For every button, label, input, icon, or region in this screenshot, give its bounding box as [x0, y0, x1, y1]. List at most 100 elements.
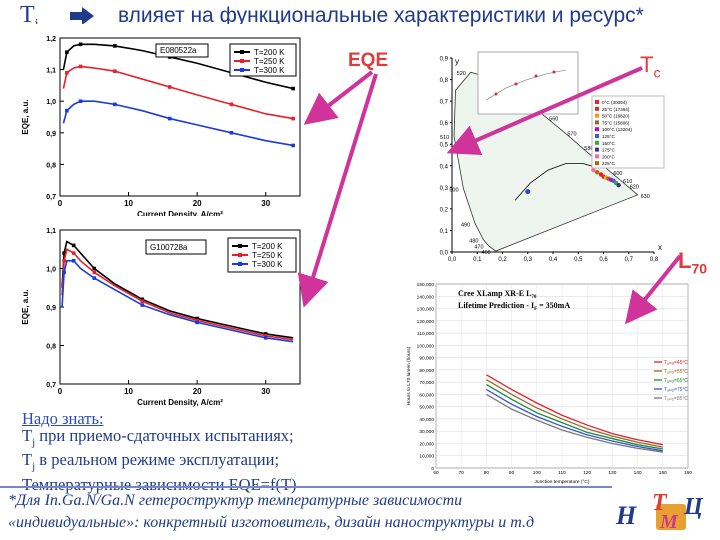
- x-axis-label: Current Density, A/cm²: [137, 398, 223, 407]
- series-point: [195, 318, 199, 323]
- eqe-chart-bottom: 0,7 0,8 0,9 1,0 1,1 0 10 20 30 Current Density, A…: [18, 216, 308, 408]
- inset-point: [534, 74, 538, 78]
- eqe-chart-top: 0,7 0,8 0,9 1,0 1,1 1,2 0 10 20 30 Current Density…: [18, 24, 308, 220]
- inset-point: [494, 92, 498, 96]
- cie-legend-marker: [595, 147, 599, 152]
- arrow-eqe-bottom: [297, 73, 378, 308]
- locus-label: 490: [461, 222, 470, 228]
- y-tick-label: 140,000: [417, 294, 435, 300]
- cie-legend-marker: [595, 127, 599, 132]
- x-tick-label: 20: [193, 199, 202, 208]
- series-point: [113, 69, 117, 73]
- y-tick-label: 1,0: [46, 99, 56, 106]
- series-line-2: [61, 248, 294, 341]
- series-point: [229, 102, 234, 107]
- series-point: [78, 99, 83, 103]
- locus-label: 520: [457, 71, 466, 77]
- legend-marker: [240, 59, 244, 63]
- locus-label: 510: [440, 135, 449, 141]
- chart-tag-box: [145, 239, 207, 255]
- x-tick-label: 0,7: [625, 257, 634, 263]
- series-point: [71, 259, 76, 263]
- x-tick-label: 160: [684, 470, 692, 476]
- inset-point: [552, 70, 556, 74]
- note-heading: Надо знать:: [22, 409, 104, 428]
- logo-letter-3: Ц: [683, 494, 704, 520]
- x-tick-label: 0,8: [650, 257, 659, 263]
- chart-title-line2: Lifetime Prediction - IF = 350mA: [458, 301, 570, 312]
- locus-label: 460: [481, 250, 490, 256]
- locus-label: 610: [623, 179, 632, 185]
- series-point: [167, 85, 172, 89]
- locus-label: 580: [584, 146, 593, 152]
- locus-label: 500: [449, 187, 458, 193]
- series-line-3: [62, 100, 294, 147]
- x-tick-label: 0,2: [498, 257, 507, 263]
- legend-label: Tₐₘᵦ=65°C: [664, 378, 688, 384]
- series-point: [113, 102, 117, 107]
- measured-point: [616, 182, 621, 188]
- chart-tag: G100728a: [150, 243, 188, 252]
- series-point: [92, 276, 97, 280]
- y-tick-label: 0,9: [440, 57, 449, 63]
- series-line-1: [486, 374, 663, 446]
- logo-letter-4: М: [659, 511, 679, 533]
- locus-label: 630: [641, 194, 650, 200]
- arrow-tc: [446, 66, 643, 156]
- x-tick-label: 0: [58, 387, 63, 396]
- locus-label: 620: [630, 185, 639, 191]
- legend-label: Tₐₘᵦ=85°C: [664, 396, 688, 402]
- series-point: [263, 336, 268, 340]
- series-point: [195, 316, 199, 321]
- cie-legend-label: 25°C (17394): [602, 107, 630, 112]
- y-tick-label: 0,4: [440, 164, 449, 170]
- y-tick-label: 110,000: [417, 331, 434, 337]
- y-tick-label: 40,000: [419, 417, 434, 423]
- note-line-2: Tj в реальном режиме эксплуатации;: [22, 450, 280, 473]
- series-point: [62, 270, 66, 275]
- series-point: [92, 270, 97, 275]
- y-tick-label: 130,000: [417, 307, 435, 313]
- slide-title: влияет на функциональные характеристики …: [118, 4, 644, 27]
- series-point: [65, 70, 69, 75]
- x-tick-label: 10: [124, 199, 133, 208]
- series-point: [140, 299, 145, 304]
- y-axis-label: EQE, a.u.: [21, 289, 30, 324]
- chart-tag-box: [155, 43, 209, 58]
- footnote-line-1: *Для In.Ga.N/Ga.N гетероструктур темпера…: [8, 492, 463, 509]
- cie-legend-box: [591, 95, 665, 169]
- cie-legend-marker: [595, 140, 599, 145]
- x-tick-label: 0,4: [549, 257, 558, 263]
- measured-point: [594, 170, 600, 175]
- y-tick-label: 100,000: [417, 343, 435, 349]
- x-tick-label: 100: [533, 470, 541, 476]
- y-tick-label: 90,000: [419, 356, 434, 362]
- x-tick-label: 80: [484, 470, 490, 476]
- legend-label: T=300 K: [254, 66, 285, 75]
- series-point: [195, 320, 199, 325]
- x-axis-label: x: [658, 243, 662, 252]
- x-axis-label: Current Density, A/cm²: [137, 210, 223, 219]
- x-tick-label: 70: [459, 470, 465, 476]
- arrow-l70: [624, 254, 682, 325]
- cie-legend-marker: [595, 154, 599, 159]
- y-tick-label: 0,2: [440, 207, 449, 213]
- legend-marker: [240, 68, 244, 72]
- cie-legend-marker: [595, 161, 599, 166]
- locus-label: 470: [474, 245, 483, 251]
- cie-chart: 0,0 0,1 0,2 0,3 0,4 0,5 0,6 0,7 0,8 0,9 0,0 0,1 0,2 0…: [426, 50, 666, 272]
- cie-legend-label: 100°C (13204): [602, 127, 632, 132]
- x-tick-label: 0,3: [524, 257, 533, 263]
- note-block: Надо знать: Tj при приемо-сдаточных испы…: [22, 410, 297, 493]
- y-tick-label: 0,9: [46, 305, 56, 312]
- series-point: [92, 266, 97, 271]
- series-point: [62, 251, 66, 255]
- series-point: [140, 297, 145, 302]
- y-tick-label: 1,1: [46, 68, 56, 75]
- inset-point: [514, 82, 518, 86]
- y-tick-label: 0,6: [440, 121, 449, 127]
- cie-legend-marker: [595, 134, 599, 138]
- y-tick-label: 70,000: [419, 380, 434, 386]
- chart-title-line1: Cree XLamp XR-E L70: [458, 289, 537, 300]
